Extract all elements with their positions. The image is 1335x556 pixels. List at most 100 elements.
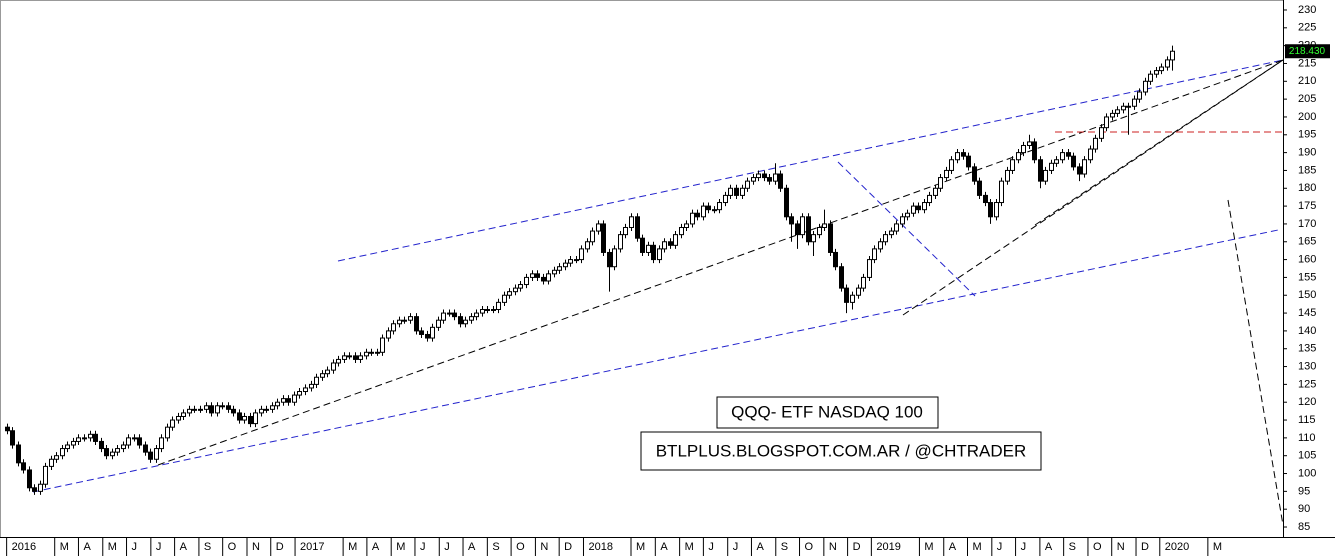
candle-body <box>132 437 137 440</box>
x-tick-label: 2016 <box>12 541 36 553</box>
candle-body <box>1115 109 1120 114</box>
candle-body <box>154 448 159 460</box>
y-tick-label: 210 <box>1298 75 1316 87</box>
x-tick-label: 2020 <box>1165 541 1189 553</box>
candle-body <box>530 273 535 278</box>
candle-body <box>425 333 430 339</box>
candle-body <box>518 284 523 289</box>
candle-body <box>795 223 800 236</box>
candle-body <box>320 373 325 378</box>
trend-line <box>157 59 1284 466</box>
candle-body <box>1165 59 1170 68</box>
candle-body <box>237 412 242 421</box>
x-tick-label: M <box>685 541 694 553</box>
candle-body <box>402 319 407 322</box>
candle-body <box>701 205 706 218</box>
x-tick-label: A <box>83 541 91 553</box>
candle-body <box>933 187 938 196</box>
candle-body <box>507 291 512 296</box>
candle-body <box>800 216 805 236</box>
candle-body <box>32 487 37 492</box>
candle-body <box>270 405 275 410</box>
candle-body <box>215 405 220 414</box>
candle-body <box>380 337 385 353</box>
candle-body <box>43 465 48 485</box>
candle-body <box>419 330 424 335</box>
trend-line <box>1034 59 1284 226</box>
last-price-label: 218.430 <box>1289 46 1326 57</box>
y-tick-label: 155 <box>1298 271 1316 283</box>
candle-body <box>54 455 59 460</box>
x-tick-label: A <box>468 541 476 553</box>
candle-body <box>679 226 684 236</box>
candle-body <box>325 369 330 375</box>
candle-body <box>1021 144 1026 154</box>
candle-body <box>1016 152 1021 161</box>
candle-body <box>574 259 579 262</box>
candle-body <box>1043 169 1048 182</box>
annotation: BTLPLUS.BLOGSPOT.COM.AR / @CHTRADER <box>656 441 1027 460</box>
x-tick-label: M <box>60 541 69 553</box>
x-tick-label: A <box>180 541 188 553</box>
x-tick-label: A <box>756 541 764 553</box>
candle-body <box>65 444 70 450</box>
x-tick-label: A <box>660 541 668 553</box>
candle-body <box>916 205 921 211</box>
candle-body <box>1104 116 1109 129</box>
trend-line <box>837 161 976 297</box>
candle-body <box>93 433 98 442</box>
candle-body <box>872 248 877 261</box>
candle-body <box>281 398 286 403</box>
y-tick-label: 145 <box>1298 307 1316 319</box>
candle-body <box>944 169 949 179</box>
y-tick-label: 195 <box>1298 129 1316 141</box>
candle-body <box>137 437 142 446</box>
candle-body <box>706 205 711 211</box>
y-tick-label: 160 <box>1298 253 1316 265</box>
candle-body <box>894 223 899 232</box>
y-tick-label: 135 <box>1298 343 1316 355</box>
x-tick-label: O <box>228 541 237 553</box>
x-tick-label: J <box>420 541 426 553</box>
x-tick-label: 2017 <box>300 541 324 553</box>
candle-body <box>999 180 1004 204</box>
candle-body <box>822 223 827 228</box>
candle-body <box>430 326 435 339</box>
candle-body <box>27 469 32 489</box>
x-tick-label: J <box>132 541 138 553</box>
candle-body <box>1060 152 1065 161</box>
candle-body <box>900 216 905 225</box>
candle-body <box>1121 105 1126 111</box>
candle-body <box>375 351 380 354</box>
candle-body <box>358 355 363 360</box>
candle-body <box>1077 166 1082 175</box>
y-tick-label: 175 <box>1298 200 1316 212</box>
candle-body <box>927 194 932 204</box>
candle-body <box>286 398 291 403</box>
candle-body <box>463 319 468 325</box>
x-tick-label: J <box>708 541 714 553</box>
candle-body <box>751 177 756 182</box>
candle-body <box>911 205 916 214</box>
y-tick-label: 230 <box>1298 4 1316 16</box>
candle-body <box>248 415 253 425</box>
candle-body <box>110 451 115 457</box>
candle-body <box>176 415 181 421</box>
candles <box>5 45 1175 495</box>
candle-body <box>734 187 739 196</box>
candle-body <box>961 152 966 157</box>
annotation: QQQ- ETF NASDAQ 100 <box>731 402 923 421</box>
candle-body <box>535 273 540 278</box>
candle-body <box>397 319 402 325</box>
x-tick-label: M <box>108 541 117 553</box>
candle-body <box>773 173 778 182</box>
candle-body <box>264 408 269 411</box>
x-tick-label: S <box>1069 541 1076 553</box>
candle-body <box>458 316 463 325</box>
candle-body <box>717 202 722 211</box>
candle-body <box>585 241 590 250</box>
annotation-box <box>716 396 939 429</box>
candle-body <box>712 209 717 212</box>
candle-body <box>966 155 971 168</box>
